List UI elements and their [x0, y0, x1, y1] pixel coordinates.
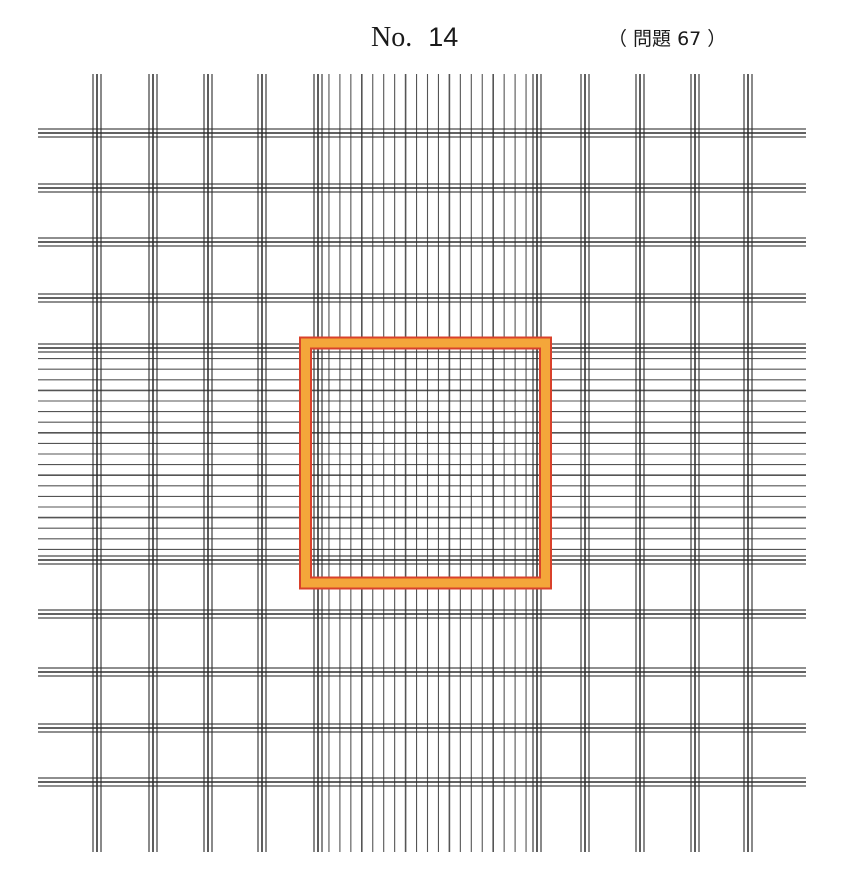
figure-number-value: 14 — [428, 22, 459, 52]
highlight-frame-outer — [299, 336, 552, 590]
highlight-frame-fill — [301, 338, 550, 588]
highlight-frame-inner — [310, 347, 541, 579]
figure-number-label: No. 14 — [371, 22, 458, 54]
problem-reference: （ 問題 67 ） — [608, 28, 727, 50]
grid-lines — [38, 74, 806, 852]
figure-header: No. 14 （ 問題 67 ） — [0, 0, 856, 70]
figure-label-text: No. — [371, 22, 413, 53]
highlighted-square — [299, 336, 552, 590]
